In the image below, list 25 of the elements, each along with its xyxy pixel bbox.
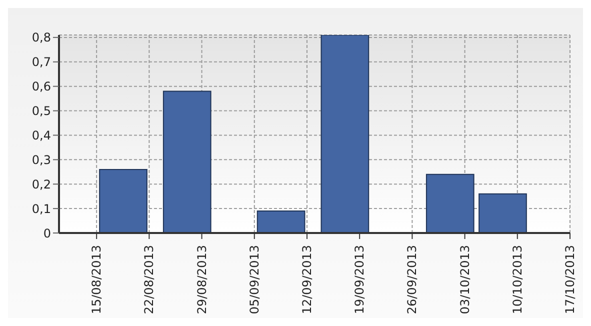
bar <box>162 90 212 233</box>
x-tick-label: 10/10/2013 <box>510 245 524 314</box>
x-tick-label: 19/09/2013 <box>352 245 367 314</box>
x-tick-label: 05/09/2013 <box>247 245 262 314</box>
x-tick-label: 15/08/2013 <box>90 245 104 314</box>
y-tick-label: 0,3 <box>32 152 51 167</box>
y-tick-label: 0 <box>43 226 51 240</box>
bar <box>320 35 370 233</box>
bar <box>426 174 474 233</box>
x-tick-label: 17/10/2013 <box>563 245 577 314</box>
x-tick-label: 26/09/2013 <box>405 245 420 314</box>
x-tick-label: 29/08/2013 <box>194 245 209 314</box>
y-tick-label: 0,7 <box>32 55 51 70</box>
x-tick-label: 03/10/2013 <box>458 245 472 314</box>
y-tick-label: 0,2 <box>32 177 51 192</box>
y-tick-label: 0,5 <box>32 104 51 118</box>
x-tick-label: 22/08/2013 <box>142 245 156 314</box>
y-tick-label: 0,1 <box>32 202 51 216</box>
bar <box>256 210 306 233</box>
y-tick-label: 0,6 <box>32 80 51 94</box>
bar <box>99 168 148 233</box>
y-tick-label: 0,8 <box>32 30 51 45</box>
x-tick-label: 12/09/2013 <box>300 245 314 314</box>
y-tick-label: 0,4 <box>32 128 51 142</box>
bar <box>478 193 527 233</box>
